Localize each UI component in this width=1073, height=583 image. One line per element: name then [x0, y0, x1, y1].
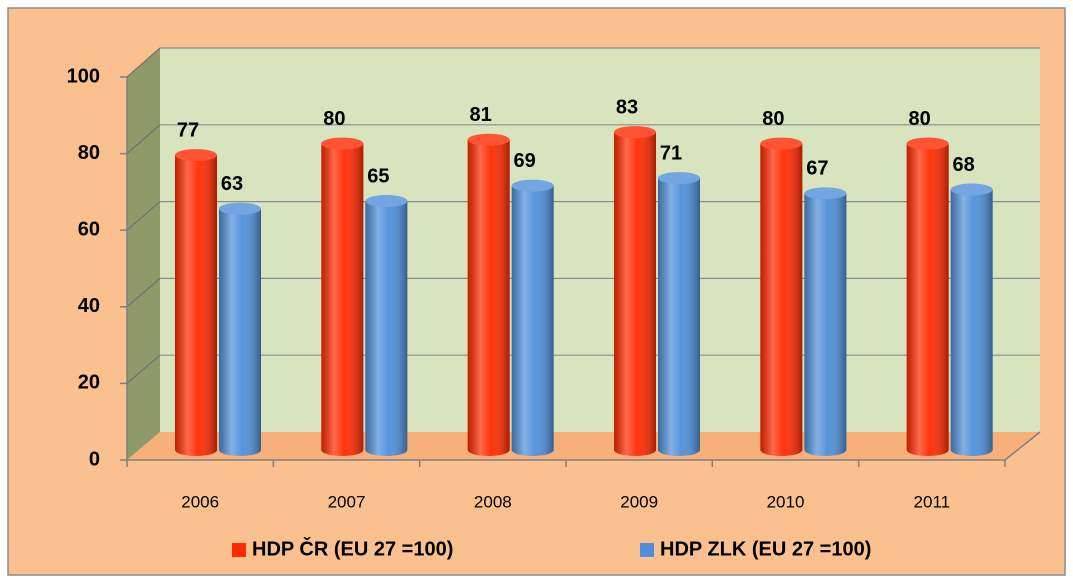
bar-shade — [760, 143, 803, 456]
bar — [467, 133, 510, 456]
bar-top-highlight — [950, 183, 993, 196]
value-label: 80 — [323, 108, 345, 130]
legend-label: HDP ČR (EU 27 =100) — [252, 536, 453, 560]
bar-top — [219, 202, 261, 215]
bar-shade — [906, 143, 949, 456]
bar-top — [175, 149, 217, 162]
value-label: 77 — [177, 119, 199, 141]
bar-top — [658, 172, 700, 185]
bar-shade — [321, 143, 364, 456]
bar-top — [906, 137, 949, 150]
bar-top-highlight — [804, 187, 847, 200]
bar-shade — [511, 185, 554, 457]
bar-top — [950, 183, 993, 196]
floor — [127, 432, 1040, 460]
bar — [658, 172, 700, 456]
value-label: 83 — [616, 96, 638, 118]
y-tick-label: 40 — [78, 295, 100, 317]
x-tick-label: 2009 — [620, 492, 658, 511]
back-wall — [160, 48, 1040, 432]
grid-line — [126, 277, 161, 308]
bar-shade — [219, 208, 261, 456]
y-tick-label: 20 — [78, 372, 100, 394]
bar-top — [614, 126, 656, 139]
y-tick-label: 100 — [67, 65, 100, 87]
bar — [219, 202, 261, 456]
bar-top — [365, 195, 408, 208]
bar — [365, 195, 408, 456]
bar-top — [804, 187, 847, 200]
bar-top-highlight — [321, 137, 364, 150]
value-label: 71 — [660, 142, 682, 164]
x-tick-label: 2006 — [181, 492, 219, 511]
value-label: 81 — [470, 104, 492, 126]
grid-line — [126, 124, 161, 155]
bar-top-highlight — [175, 149, 217, 162]
legend-label: HDP ZLK (EU 27 =100) — [660, 538, 871, 560]
value-label: 67 — [806, 158, 828, 180]
bar-top-highlight — [614, 126, 656, 139]
bar — [614, 126, 656, 457]
bar-top — [511, 179, 554, 192]
bar-shade — [658, 178, 700, 456]
bar-top-highlight — [219, 202, 261, 215]
bar-top — [467, 133, 510, 146]
bar — [321, 137, 364, 456]
bar — [175, 149, 217, 456]
bar-top-highlight — [658, 172, 700, 185]
bar — [950, 183, 993, 456]
side-wall — [127, 48, 160, 460]
legend-swatch — [232, 543, 246, 557]
bar — [511, 179, 554, 457]
y-tick-label: 0 — [89, 448, 100, 470]
grid-line — [126, 201, 161, 231]
bar-top-highlight — [365, 195, 408, 208]
bar-top — [760, 137, 803, 150]
bar-shade — [467, 139, 510, 456]
value-label: 69 — [514, 150, 536, 172]
value-label: 68 — [953, 154, 975, 176]
value-label: 80 — [762, 108, 784, 130]
bar-shade — [950, 189, 993, 456]
floor-edge — [1004, 431, 1041, 461]
bar-top — [321, 137, 364, 150]
x-tick-label: 2007 — [328, 492, 366, 511]
y-tick-label: 80 — [78, 142, 100, 164]
bar — [760, 137, 803, 456]
x-tick-label: 2011 — [914, 492, 951, 511]
value-label: 65 — [367, 165, 389, 187]
bar — [804, 187, 847, 456]
bar-shade — [365, 201, 408, 456]
y-tick-label: 60 — [78, 218, 100, 240]
bar-top-highlight — [511, 179, 554, 192]
value-label: 63 — [221, 173, 243, 195]
bar-shade — [614, 132, 656, 457]
bar-shade — [175, 155, 217, 456]
grid-line — [126, 47, 161, 78]
grid-line — [126, 354, 161, 384]
bar-shade — [804, 193, 847, 456]
bar-top-highlight — [906, 137, 949, 150]
bar-top-highlight — [467, 133, 510, 146]
value-label: 80 — [909, 108, 931, 130]
bar — [906, 137, 949, 456]
x-tick-label: 2008 — [474, 492, 512, 511]
legend-swatch — [640, 543, 654, 557]
x-tick-label: 2010 — [767, 492, 805, 511]
bar-top-highlight — [760, 137, 803, 150]
